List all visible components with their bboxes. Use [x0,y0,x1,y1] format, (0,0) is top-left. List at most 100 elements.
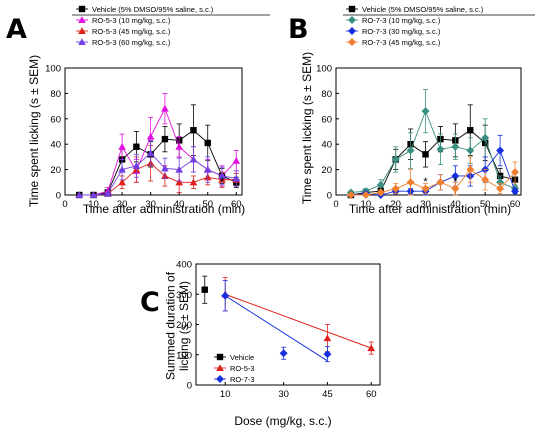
y-tick-label: 40 [50,140,61,151]
data-point [132,161,141,169]
x-tick-label: 45 [322,389,333,400]
plot-frame [195,263,381,386]
series-line [79,107,237,196]
data-point [118,178,126,186]
y-tick-label: 100 [316,64,332,75]
y-tick-label: 0 [187,381,192,392]
legend-marker [348,16,356,24]
legend-marker [216,353,224,361]
y-tick-label: 200 [176,320,192,331]
panel-b: B 0 10 20 30 40 50 60 0 20 40 60 80 100 Time after adm… [288,5,535,216]
plot-frame [64,67,243,196]
series-line [79,162,237,196]
series-line [79,129,237,196]
data-point [496,184,505,193]
data-point [466,146,475,155]
x-tick-label: 20 [117,199,128,210]
x-tick-label: 10 [220,389,231,400]
x-tick-label: 0 [333,199,338,210]
trend-line [225,293,372,349]
x-axis-title: Time after administration (min) [83,202,245,216]
x-tick-label: 30 [145,199,156,210]
data-point [421,107,430,116]
data-point [481,133,490,142]
legend-label: RO-5-3 (60 mg/kg, s.c.) [92,38,171,47]
legend-marker [216,375,224,383]
panel-a: A 0 10 20 30 40 50 60 0 20 40 60 80 100 Time after adm… [6,5,270,216]
data-point [436,178,445,187]
data-point [391,184,400,193]
data-point [232,156,241,164]
data-point [323,350,332,359]
series [346,89,520,197]
data-point [367,344,376,352]
data-point [406,146,415,155]
data-point [421,184,430,193]
data-point [175,178,183,186]
legend: Vehicle (5% DMSO/95% saline, s.c.) RO-7-3… [343,5,535,47]
data-point [436,145,445,154]
x-tick-label: 40 [450,199,461,210]
series [75,93,241,199]
significance-marker: * [423,176,428,188]
x-tick-label: 50 [480,199,491,210]
data-point [146,149,155,157]
x-tick-label: 60 [231,199,242,210]
y-tick-label: 40 [321,140,332,151]
series [76,104,240,199]
legend-marker [78,38,86,46]
data-point [232,174,241,182]
legend-marker [348,38,356,46]
panel-letter: C [140,287,160,318]
legend-label: RO-7-3 (10 mg/kg, s.c.) [362,16,441,25]
x-tick-label: 40 [174,199,185,210]
legend-marker [78,16,86,24]
legend-marker [78,5,86,13]
data-point [467,127,474,134]
y-axis-title: Time spent licking (s ± SEM) [300,52,314,204]
x-tick-label: 0 [62,199,67,210]
y-tick-label: 0 [56,191,61,202]
y-tick-label: 300 [176,290,192,301]
data-point [104,189,112,197]
legend-label: RO-5-3 (45 mg/kg, s.c.) [92,27,171,36]
y-tick-label: 100 [45,64,61,75]
data-point [75,191,84,199]
data-point [391,155,400,164]
legend: Vehicle (5% DMSO/95% saline, s.c.) RO-5-3… [72,5,270,47]
x-tick-label: 30 [420,199,431,210]
data-point [133,143,140,150]
x-tick-label: 60 [366,389,377,400]
y-tick-label: 60 [50,114,61,125]
data-point [376,180,385,189]
y-axis-title: Summed duration oflicking (s ± SEM) [163,271,191,380]
data-point [204,139,211,147]
x-tick-label: 60 [510,199,521,210]
legend-label: Vehicle [230,353,254,362]
data-point [218,172,226,179]
series [346,156,520,199]
legend: Vehicle RO-5-3 RO-7-3 [214,353,255,384]
data-point [406,178,415,187]
data-point [118,142,126,150]
data-point [118,165,126,173]
panel-letter: B [288,14,309,45]
data-point [203,165,212,173]
legend-label: RO-5-3 [230,364,255,373]
panel-letter: A [6,14,27,45]
data-point [496,178,505,187]
y-tick-label: 20 [321,165,332,176]
panel-c: C 10 30 45 60 0 100 200 300 400 Dose (mg/kg, s.c.)… [140,260,381,428]
data-point [201,286,208,293]
legend-label: RO-5-3 (10 mg/kg, s.c.) [92,16,171,25]
trend-line [224,295,328,362]
legend-label: Vehicle (5% DMSO/95% saline, s.c.) [362,5,484,14]
legend-label: RO-7-3 [230,375,255,384]
plot-frame [335,67,522,196]
data-point [175,142,183,150]
data-point [481,175,490,184]
series [201,275,208,304]
x-axis-title: Time after administration (min) [349,202,511,216]
data-point [323,334,332,342]
legend-marker [78,27,86,35]
